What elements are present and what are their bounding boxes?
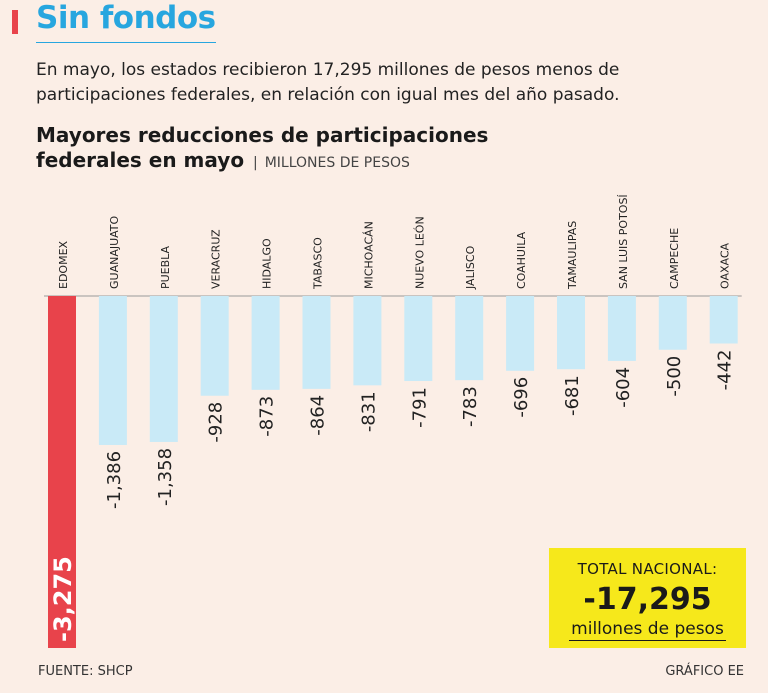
- category-label: HIDALGO: [261, 238, 274, 289]
- credit-note: GRÁFICO EE: [665, 664, 744, 679]
- category-label: VERACRUZ: [210, 229, 223, 289]
- category-label: MICHOACÁN: [362, 221, 375, 289]
- bar: [658, 296, 687, 350]
- page-title: Sin fondos: [36, 0, 216, 36]
- value-label: -1,386: [104, 451, 125, 509]
- subtitle: En mayo, los estados recibieron 17,295 m…: [36, 60, 620, 105]
- chart-units: MILLONES DE PESOS: [264, 155, 410, 171]
- title-accent-bar: [12, 10, 18, 34]
- value-label: -1,358: [155, 448, 176, 506]
- category-label: NUEVO LEÓN: [413, 216, 426, 289]
- value-label: -831: [358, 391, 379, 432]
- category-label: JALISCO: [464, 245, 477, 290]
- value-label: -928: [206, 402, 227, 443]
- category-label: GUANAJUATO: [108, 215, 121, 289]
- bar: [48, 296, 76, 648]
- bar: [353, 296, 382, 386]
- chart-title-text: Mayores reducciones de participaciones f…: [36, 123, 489, 172]
- bar: [251, 296, 280, 390]
- value-label: -442: [715, 350, 736, 391]
- value-label: -873: [257, 396, 278, 437]
- bar: [709, 296, 738, 344]
- bar: [200, 296, 229, 396]
- category-label: TABASCO: [312, 237, 325, 290]
- bar: [302, 296, 331, 389]
- total-label: TOTAL NACIONAL:: [577, 560, 718, 578]
- bar: [98, 296, 127, 445]
- value-label: -696: [511, 377, 532, 418]
- bar: [404, 296, 433, 382]
- units-separator: |: [253, 155, 258, 171]
- category-label: PUEBLA: [159, 245, 172, 289]
- bar: [455, 296, 484, 381]
- source-note: FUENTE: SHCP: [38, 664, 133, 679]
- total-value: -17,295: [583, 582, 712, 617]
- category-label: EDOMEX: [57, 240, 70, 289]
- category-label: OAXACA: [719, 242, 732, 289]
- value-label: -864: [308, 395, 329, 436]
- value-label: -783: [460, 386, 481, 427]
- category-label: SAN LUIS POTOSÍ: [617, 194, 630, 289]
- category-label: TAMAULIPAS: [566, 221, 579, 290]
- value-label: -500: [664, 356, 685, 397]
- category-label: CAMPECHE: [668, 228, 681, 289]
- category-label: COAHUILA: [515, 231, 528, 289]
- chart-title: Mayores reducciones de participaciones f…: [36, 123, 596, 176]
- value-label: -604: [613, 367, 634, 408]
- bar: [557, 296, 585, 370]
- bar: [607, 296, 636, 361]
- value-label: -791: [409, 387, 430, 428]
- total-box: TOTAL NACIONAL: -17,295 millones de peso…: [549, 548, 746, 648]
- value-label: -3,275: [49, 556, 77, 642]
- value-label: -681: [562, 375, 583, 416]
- title-underline: [36, 42, 216, 43]
- bar: [506, 296, 535, 371]
- total-unit: millones de pesos: [569, 619, 726, 641]
- bar: [149, 296, 178, 442]
